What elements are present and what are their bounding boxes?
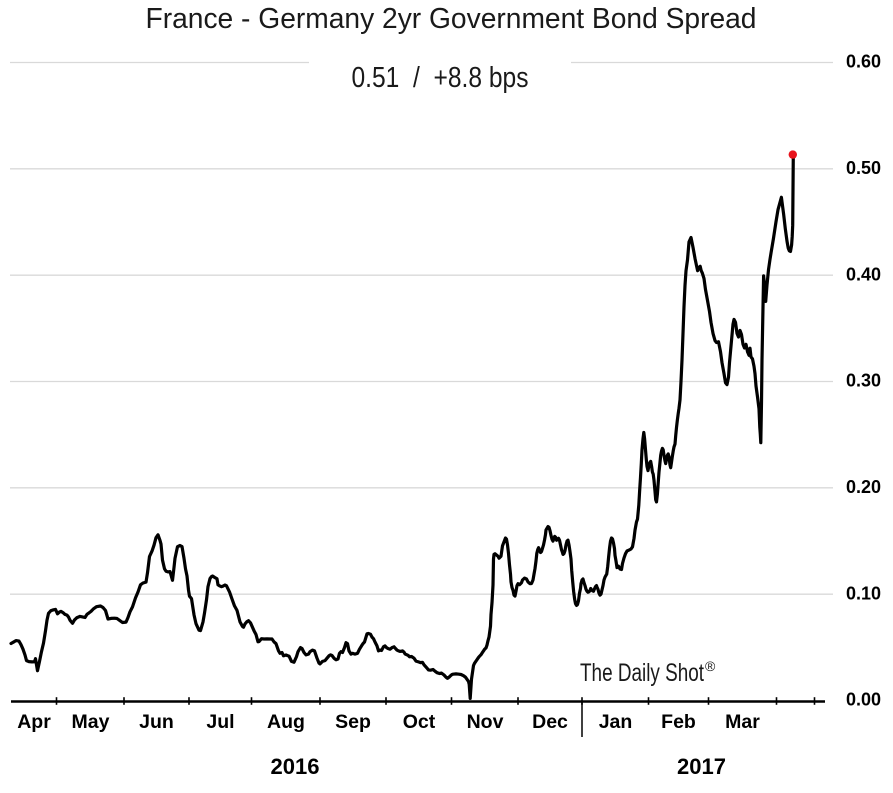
svg-text:0.50: 0.50 [846,158,881,178]
svg-text:Nov: Nov [467,711,504,733]
svg-text:France - Germany 2yr Governmen: France - Germany 2yr Government Bond Spr… [146,3,757,35]
svg-text:Jan: Jan [599,711,633,733]
svg-text:2016: 2016 [271,754,320,779]
svg-text:May: May [72,711,110,733]
svg-text:0.20: 0.20 [846,477,881,497]
svg-text:Feb: Feb [661,711,696,733]
svg-text:Jun: Jun [139,711,174,733]
svg-text:Jul: Jul [206,711,234,733]
svg-text:2017: 2017 [677,754,726,779]
svg-text:Sep: Sep [335,711,371,733]
svg-text:The Daily Shot: The Daily Shot [580,659,704,687]
svg-text:0.00: 0.00 [846,690,881,710]
svg-text:®: ® [705,658,716,674]
svg-text:Oct: Oct [403,711,436,733]
svg-text:0.30: 0.30 [846,371,881,391]
svg-text:Dec: Dec [532,711,568,733]
svg-text:0.51 / +8.8 bps: 0.51 / +8.8 bps [352,62,529,94]
svg-text:Mar: Mar [725,711,760,733]
svg-text:0.10: 0.10 [846,583,881,603]
svg-text:0.40: 0.40 [846,264,881,284]
svg-text:0.60: 0.60 [846,52,881,72]
svg-text:Aug: Aug [267,711,305,733]
svg-text:Apr: Apr [17,711,51,733]
